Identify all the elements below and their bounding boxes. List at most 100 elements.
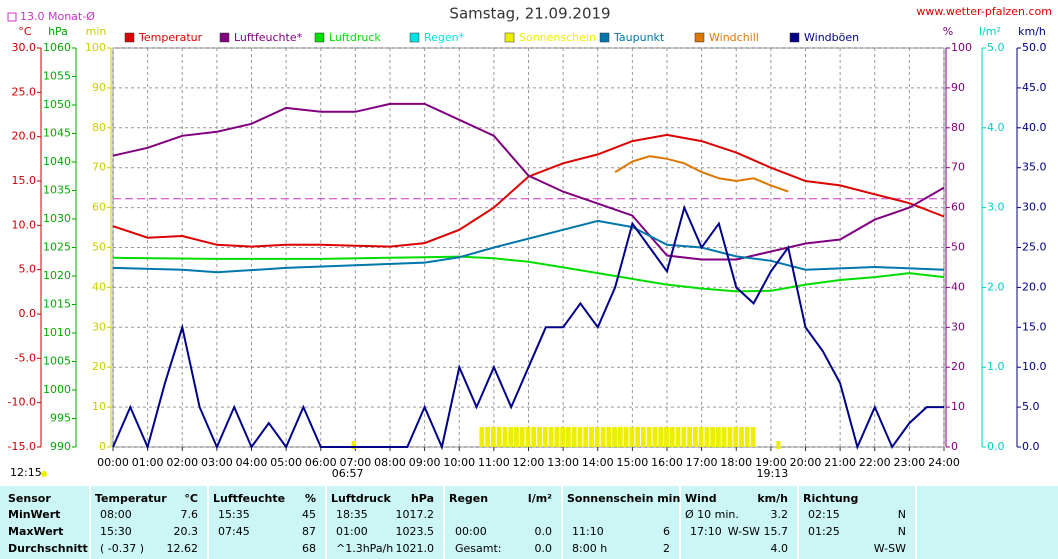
table-cell: N [898, 525, 906, 538]
table-cell: 17:10 [690, 525, 722, 538]
series-line [112, 219, 945, 274]
y-tick-label: -15.0 [8, 440, 36, 453]
table-header: km/h [757, 492, 788, 505]
table-cell: 87 [302, 525, 316, 538]
y-tick-label: 80 [951, 121, 965, 134]
table-cell: 2 [663, 542, 670, 555]
table-cell: Gesamt: [455, 542, 502, 555]
legend-label: Windchill [709, 31, 759, 44]
bar [485, 427, 490, 447]
bar [721, 427, 727, 447]
x-tick-label: 02:00 [166, 456, 198, 469]
table-cell: 20.3 [174, 525, 199, 538]
legend-label: Luftdruck [329, 31, 381, 44]
y-tick-label: 100 [951, 41, 972, 54]
table-cell: W-SW [874, 542, 906, 555]
table-cell: 11:10 [572, 525, 604, 538]
bar [479, 427, 485, 447]
y-tick-label: 70 [92, 161, 106, 174]
table-cell: 1017.2 [396, 508, 435, 521]
bar [744, 427, 750, 447]
bar [577, 427, 583, 447]
bar [612, 427, 617, 447]
x-tick-label: 15:00 [617, 456, 649, 469]
bar [531, 427, 537, 447]
y-tick-label: 20.0 [12, 130, 37, 143]
chart-title: Samstag, 21.09.2019 [449, 5, 610, 23]
y-tick-label: 0 [951, 440, 958, 453]
y-tick-label: 5.0 [19, 263, 37, 276]
y-tick-label: 1020 [43, 269, 71, 282]
bar [583, 427, 589, 447]
legend-swatch [504, 32, 515, 43]
y-tick-label: 1025 [43, 241, 71, 254]
annotation-icon [41, 471, 47, 477]
bar [733, 427, 739, 447]
legend-label: Windböen [804, 31, 859, 44]
bar [675, 427, 681, 447]
table-header: hPa [411, 492, 434, 505]
table-cell: 08:00 [100, 508, 132, 521]
annotation-icon [351, 441, 356, 449]
y-tick-label: 5.0 [1022, 400, 1040, 413]
table-cell: 45 [302, 508, 316, 521]
bar [716, 427, 721, 447]
y-tick-label: 10.0 [12, 218, 37, 231]
series-line [112, 204, 944, 451]
table-cell: 1021.0 [396, 542, 435, 555]
bar [514, 427, 519, 447]
axis-unit: min [86, 25, 107, 38]
table-cell: ( -0.37 ) [100, 542, 144, 555]
y-tick-label: 10 [92, 400, 106, 413]
y-tick-label: 50 [92, 241, 106, 254]
bar [542, 427, 548, 447]
y-tick-label: 30 [951, 320, 965, 333]
legend-swatch [694, 32, 705, 43]
bar [664, 427, 669, 447]
bar [560, 427, 566, 447]
bar [692, 427, 698, 447]
bar [681, 427, 687, 447]
y-tick-label: 10 [951, 400, 965, 413]
y-tick-label: 30.0 [1022, 201, 1047, 214]
table-cell: 07:45 [218, 525, 250, 538]
x-tick-label: 08:00 [374, 456, 406, 469]
y-tick-label: 1035 [43, 184, 71, 197]
y-tick-label: 20.0 [1022, 280, 1047, 293]
table-cell: 15:35 [218, 508, 250, 521]
row-label: MinWert [8, 508, 60, 521]
x-tick-label: 03:00 [201, 456, 233, 469]
table-cell: 8:00 h [572, 542, 607, 555]
legend-swatch [409, 32, 420, 43]
bar [606, 427, 612, 447]
y-tick-label: 1055 [43, 70, 71, 83]
bar [646, 427, 652, 447]
bar [589, 427, 594, 447]
table-cell: 00:00 [455, 525, 487, 538]
bar [698, 427, 704, 447]
bar [652, 427, 658, 447]
table-cell: W-SW 15.7 [728, 525, 788, 538]
y-tick-label: 20 [92, 360, 106, 373]
y-tick-label: 1.0 [987, 360, 1005, 373]
bar [554, 427, 560, 447]
table-header: Temperatur [95, 492, 167, 505]
bar [490, 427, 496, 447]
bar [566, 427, 571, 447]
x-tick-label: 16:00 [651, 456, 683, 469]
table-header: l/m² [528, 492, 552, 505]
y-tick-label: -5.0 [15, 351, 36, 364]
y-tick-label: 1005 [43, 355, 71, 368]
y-tick-label: 0.0 [1022, 440, 1040, 453]
table-header: Wind [685, 492, 717, 505]
x-tick-label: 06:00 [305, 456, 337, 469]
x-tick-label: 00:00 [97, 456, 129, 469]
legend-label: Luftfeuchte* [234, 31, 303, 44]
axis-unit: hPa [48, 25, 68, 38]
y-tick-label: 45.0 [1022, 81, 1047, 94]
table-cell: Ø 10 min. [685, 508, 739, 521]
y-tick-label: 25.0 [12, 85, 37, 98]
table-cell: 15:30 [100, 525, 132, 538]
legend-swatch [789, 32, 800, 43]
